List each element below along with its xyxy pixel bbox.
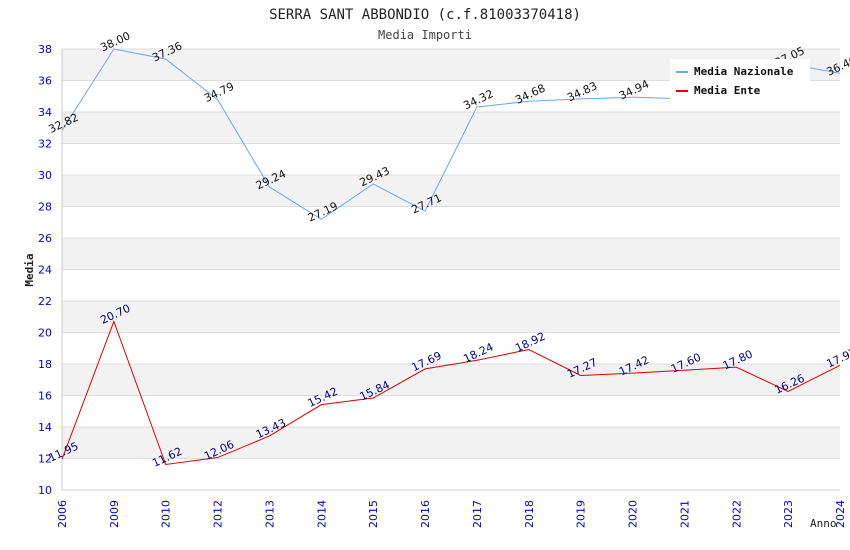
x-tick-label: 2020 — [627, 500, 640, 528]
x-tick-label: 2016 — [419, 500, 432, 528]
y-tick-label: 18 — [38, 358, 52, 371]
band — [62, 112, 840, 144]
x-tick-label: 2012 — [212, 500, 225, 528]
y-tick-label: 20 — [38, 327, 52, 340]
x-axis-label: Anno — [810, 517, 837, 530]
y-tick-label: 24 — [38, 264, 52, 277]
y-tick-label: 34 — [38, 106, 52, 119]
y-tick-label: 26 — [38, 232, 52, 245]
data-label: 34.83 — [565, 79, 599, 104]
chart-title: SERRA SANT ABBONDIO (c.f.81003370418) — [269, 7, 581, 23]
chart-subtitle: Media Importi — [378, 28, 472, 42]
x-tick-labels: 2006 2009 2010 2012 2013 2014 2015 2016 2017 2018… — [56, 500, 847, 528]
x-tick-label: 2021 — [678, 500, 691, 528]
x-tick-label: 2010 — [160, 500, 173, 528]
background-bands — [62, 49, 840, 459]
y-tick-label: 22 — [38, 295, 52, 308]
data-label: 17.92 — [824, 346, 850, 371]
data-label: 34.68 — [513, 82, 547, 107]
y-tick-labels: 10 12 14 16 18 20 22 24 26 28 30 32 34 36 38 — [38, 43, 52, 497]
data-label: 18.92 — [513, 330, 547, 355]
y-tick-label: 38 — [38, 43, 52, 56]
y-tick-label: 10 — [38, 484, 52, 497]
x-tick-label: 2013 — [263, 500, 276, 528]
legend: Media Nazionale Media Ente — [670, 59, 810, 103]
legend-label-nazionale: Media Nazionale — [694, 65, 794, 78]
x-tick-label: 2009 — [108, 500, 121, 528]
x-tick-label: 2015 — [367, 500, 380, 528]
x-tick-label: 2024 — [834, 500, 847, 528]
x-tick-label: 2017 — [471, 500, 484, 528]
data-label: 34.32 — [461, 87, 495, 112]
band — [62, 175, 840, 207]
x-tick-label: 2014 — [315, 500, 328, 528]
y-tick-label: 28 — [38, 201, 52, 214]
gridlines — [61, 48, 840, 491]
y-tick-label: 16 — [38, 390, 52, 403]
x-tick-label: 2022 — [730, 500, 743, 528]
y-tick-label: 36 — [38, 75, 52, 88]
x-tick-label: 2019 — [575, 500, 588, 528]
band — [62, 238, 840, 270]
y-tick-label: 12 — [38, 453, 52, 466]
y-axis-label: Media — [23, 253, 36, 286]
band — [62, 301, 840, 333]
data-label: 34.94 — [617, 77, 651, 102]
series-line-ente — [61, 320, 841, 466]
y-tick-label: 32 — [38, 138, 52, 151]
band — [62, 427, 840, 459]
y-tick-label: 14 — [38, 421, 52, 434]
x-tick-label: 2006 — [56, 500, 69, 528]
y-tick-label: 30 — [38, 169, 52, 182]
band — [62, 364, 840, 396]
x-tick-label: 2018 — [523, 500, 536, 528]
legend-box — [670, 59, 810, 103]
x-tick-label: 2023 — [782, 500, 795, 528]
legend-label-ente: Media Ente — [694, 84, 761, 97]
data-label: 18.24 — [461, 341, 495, 366]
